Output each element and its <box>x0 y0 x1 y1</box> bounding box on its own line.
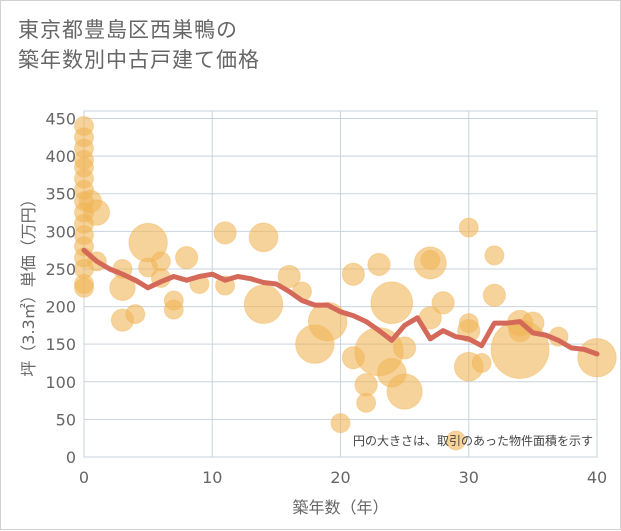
bubble-point <box>471 352 492 373</box>
y-tick-label: 100 <box>45 373 76 392</box>
bubble-point <box>577 337 617 378</box>
bubble-point <box>341 262 365 286</box>
bubble-point <box>277 264 301 289</box>
bubble-point <box>174 246 199 270</box>
x-tick-label: 20 <box>330 468 350 487</box>
bubble-point <box>163 299 184 320</box>
y-tick-label: 350 <box>45 185 76 204</box>
bubble-point <box>386 373 423 410</box>
y-axis-label: 坪（3.3㎡）単価（万円） <box>19 191 38 376</box>
y-tick-label: 50 <box>56 410 76 429</box>
bubble-point <box>354 373 378 397</box>
bubble-point <box>356 392 377 413</box>
y-tick-label: 300 <box>45 222 76 241</box>
y-tick-label: 150 <box>45 335 76 354</box>
bubble-point <box>393 336 417 360</box>
size-legend-note: 円の大きさは、取引のあった物件面積を示す <box>353 433 593 448</box>
bubble-point <box>330 413 351 434</box>
bubble-point <box>445 430 466 451</box>
chart-title-line2: 築年数別中古戸建て価格 <box>18 48 260 72</box>
bubble-point <box>420 249 441 270</box>
bubble-point <box>307 301 348 342</box>
y-tick-label: 250 <box>45 260 76 279</box>
bubble-point <box>482 283 507 307</box>
bubble-point <box>213 221 237 245</box>
y-tick-label: 200 <box>45 298 76 317</box>
x-tick-label: 0 <box>79 468 89 487</box>
bubble-point <box>74 277 94 298</box>
x-axis-label: 築年数（年） <box>292 498 388 517</box>
chart-title-line1: 東京都豊島区西巣鴨の <box>18 18 238 42</box>
average-line <box>81 247 600 357</box>
x-tick-label: 10 <box>202 468 222 487</box>
chart-title: 東京都豊島区西巣鴨の 築年数別中古戸建て価格 <box>18 15 438 75</box>
bubble-point <box>125 304 146 325</box>
y-tick-label: 450 <box>45 110 76 129</box>
bubble-point <box>367 252 391 277</box>
bubble-point <box>370 281 414 325</box>
bubble-point <box>458 217 479 238</box>
y-tick-label: 0 <box>66 448 76 467</box>
y-tick-label: 400 <box>45 147 76 166</box>
axis-ticks: 0 50 100 150 200 250 300 350 400 450 0 10 20 30 40 <box>45 110 607 487</box>
bubble-point <box>243 284 284 325</box>
bubble-point <box>484 245 505 266</box>
bubble-point <box>431 291 455 315</box>
bubble-point <box>78 189 103 213</box>
x-tick-label: 30 <box>459 468 479 487</box>
x-tick-label: 40 <box>587 468 607 487</box>
bubble-point <box>248 222 279 253</box>
average-line-series <box>81 247 600 357</box>
